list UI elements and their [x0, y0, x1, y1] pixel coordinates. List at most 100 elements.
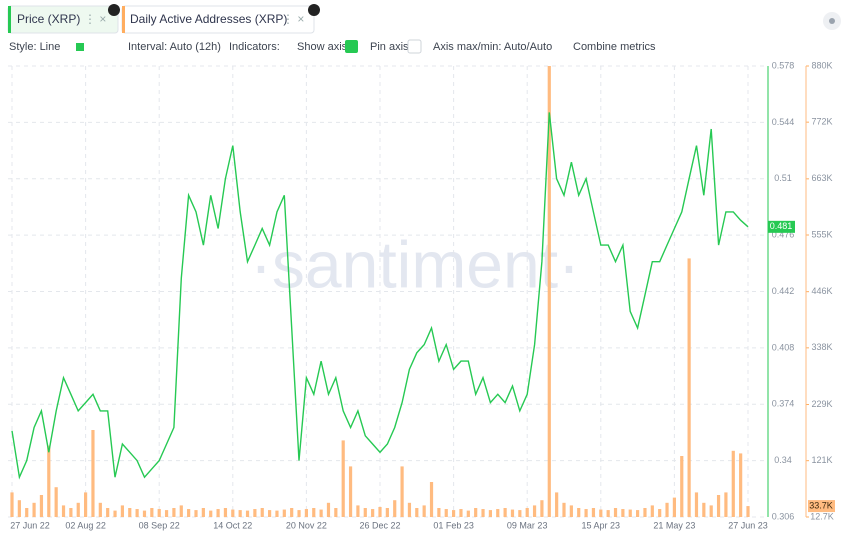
bar: [636, 510, 640, 517]
bar: [231, 509, 235, 517]
bar: [687, 258, 691, 517]
bar: [84, 492, 88, 517]
bar: [69, 508, 73, 517]
bar: [709, 505, 713, 517]
pin-axis-checkbox[interactable]: [407, 39, 422, 54]
price-line: [11, 112, 749, 480]
bar: [128, 508, 132, 517]
bar: [157, 509, 161, 517]
bar: [680, 456, 684, 517]
chip-label: Daily Active Addresses (XRP): [130, 12, 287, 26]
bar: [282, 509, 286, 517]
x-tick-label: 20 Nov 22: [286, 520, 327, 530]
bar: [10, 492, 14, 517]
bar: [334, 508, 338, 517]
bar: [25, 508, 29, 517]
y2-tick-label: 772K: [811, 117, 832, 127]
bar: [525, 508, 529, 517]
bar: [444, 509, 448, 517]
bar: [47, 445, 51, 517]
bar: [150, 508, 154, 517]
y2-tick-label: 12.7K: [810, 511, 834, 521]
bar: [304, 509, 308, 517]
bar: [481, 509, 485, 517]
bar: [518, 510, 522, 517]
chip-color: [8, 6, 11, 33]
bar: [253, 509, 257, 517]
y-tick-label: 0.306: [772, 511, 795, 521]
bar: [54, 487, 58, 517]
y2-tick-label: 663K: [811, 173, 832, 183]
bar: [172, 508, 176, 517]
y-tick-label: 0.51: [774, 173, 792, 183]
bar: [621, 509, 625, 517]
watermark: ·santiment·: [250, 227, 580, 301]
bar: [702, 502, 706, 517]
bar: [746, 506, 750, 517]
bar: [731, 450, 735, 517]
bar: [106, 508, 110, 517]
bar: [474, 508, 478, 517]
y-tick-label: 0.544: [772, 117, 795, 127]
bar: [422, 505, 426, 517]
bar: [547, 66, 551, 517]
bar: [437, 508, 441, 517]
bar: [268, 510, 272, 517]
color-control[interactable]: [76, 43, 84, 51]
x-tick-label: 08 Sep 22: [139, 520, 180, 530]
style-control[interactable]: Style: Line: [9, 41, 60, 53]
show-axis-label: Show axis: [297, 41, 348, 53]
chip-menu[interactable]: ⋮ ×: [282, 12, 304, 26]
bar: [569, 505, 573, 517]
bar: [356, 505, 360, 517]
bar: [599, 509, 603, 517]
bar: [650, 505, 654, 517]
current-value-box: [768, 220, 795, 233]
interval-control[interactable]: Interval: Auto (12h): [128, 41, 221, 53]
bar: [555, 492, 559, 517]
bar: [613, 508, 618, 517]
close-icon[interactable]: [308, 4, 320, 16]
bar: [694, 492, 699, 517]
x-tick-label: 02 Aug 22: [65, 520, 106, 530]
y-tick-label: 0.442: [772, 286, 795, 296]
combine-control[interactable]: Combine metrics: [573, 41, 656, 53]
chip-color: [122, 6, 125, 33]
bar: [415, 508, 419, 517]
bar: [209, 510, 213, 517]
pin-axis-label: Pin axis: [370, 41, 409, 53]
bar: [393, 500, 397, 517]
bar: [562, 502, 566, 517]
bar: [503, 508, 507, 517]
y-tick-label: 0.476: [772, 230, 795, 240]
x-tick-label: 15 Apr 23: [582, 520, 621, 530]
bar: [341, 440, 345, 517]
bar: [76, 502, 80, 517]
y2-tick-label: 446K: [811, 286, 832, 296]
y2-tick-label: 229K: [811, 399, 832, 409]
bar: [540, 500, 544, 517]
bar: [113, 510, 117, 517]
bar: [297, 510, 301, 517]
bar: [39, 495, 44, 517]
show-axis-checkbox[interactable]: [345, 40, 358, 53]
bar: [378, 506, 382, 517]
bar: [187, 509, 191, 517]
bar: [179, 505, 183, 517]
bar: [658, 509, 662, 517]
bar: [724, 492, 728, 517]
bar: [61, 505, 66, 517]
bar: [216, 509, 220, 517]
axis-range-control[interactable]: Axis max/min: Auto/Auto: [433, 41, 552, 53]
bar: [326, 502, 331, 517]
y-tick-label: 0.34: [774, 455, 792, 465]
indicators-control[interactable]: Indicators:: [229, 41, 280, 53]
bar: [532, 505, 537, 517]
bar: [135, 509, 139, 517]
bar: [459, 509, 463, 517]
bar: [290, 508, 294, 517]
close-icon[interactable]: [108, 4, 120, 16]
chip-menu[interactable]: ⋮ ×: [84, 12, 106, 26]
x-tick-label: 09 Mar 23: [507, 520, 548, 530]
